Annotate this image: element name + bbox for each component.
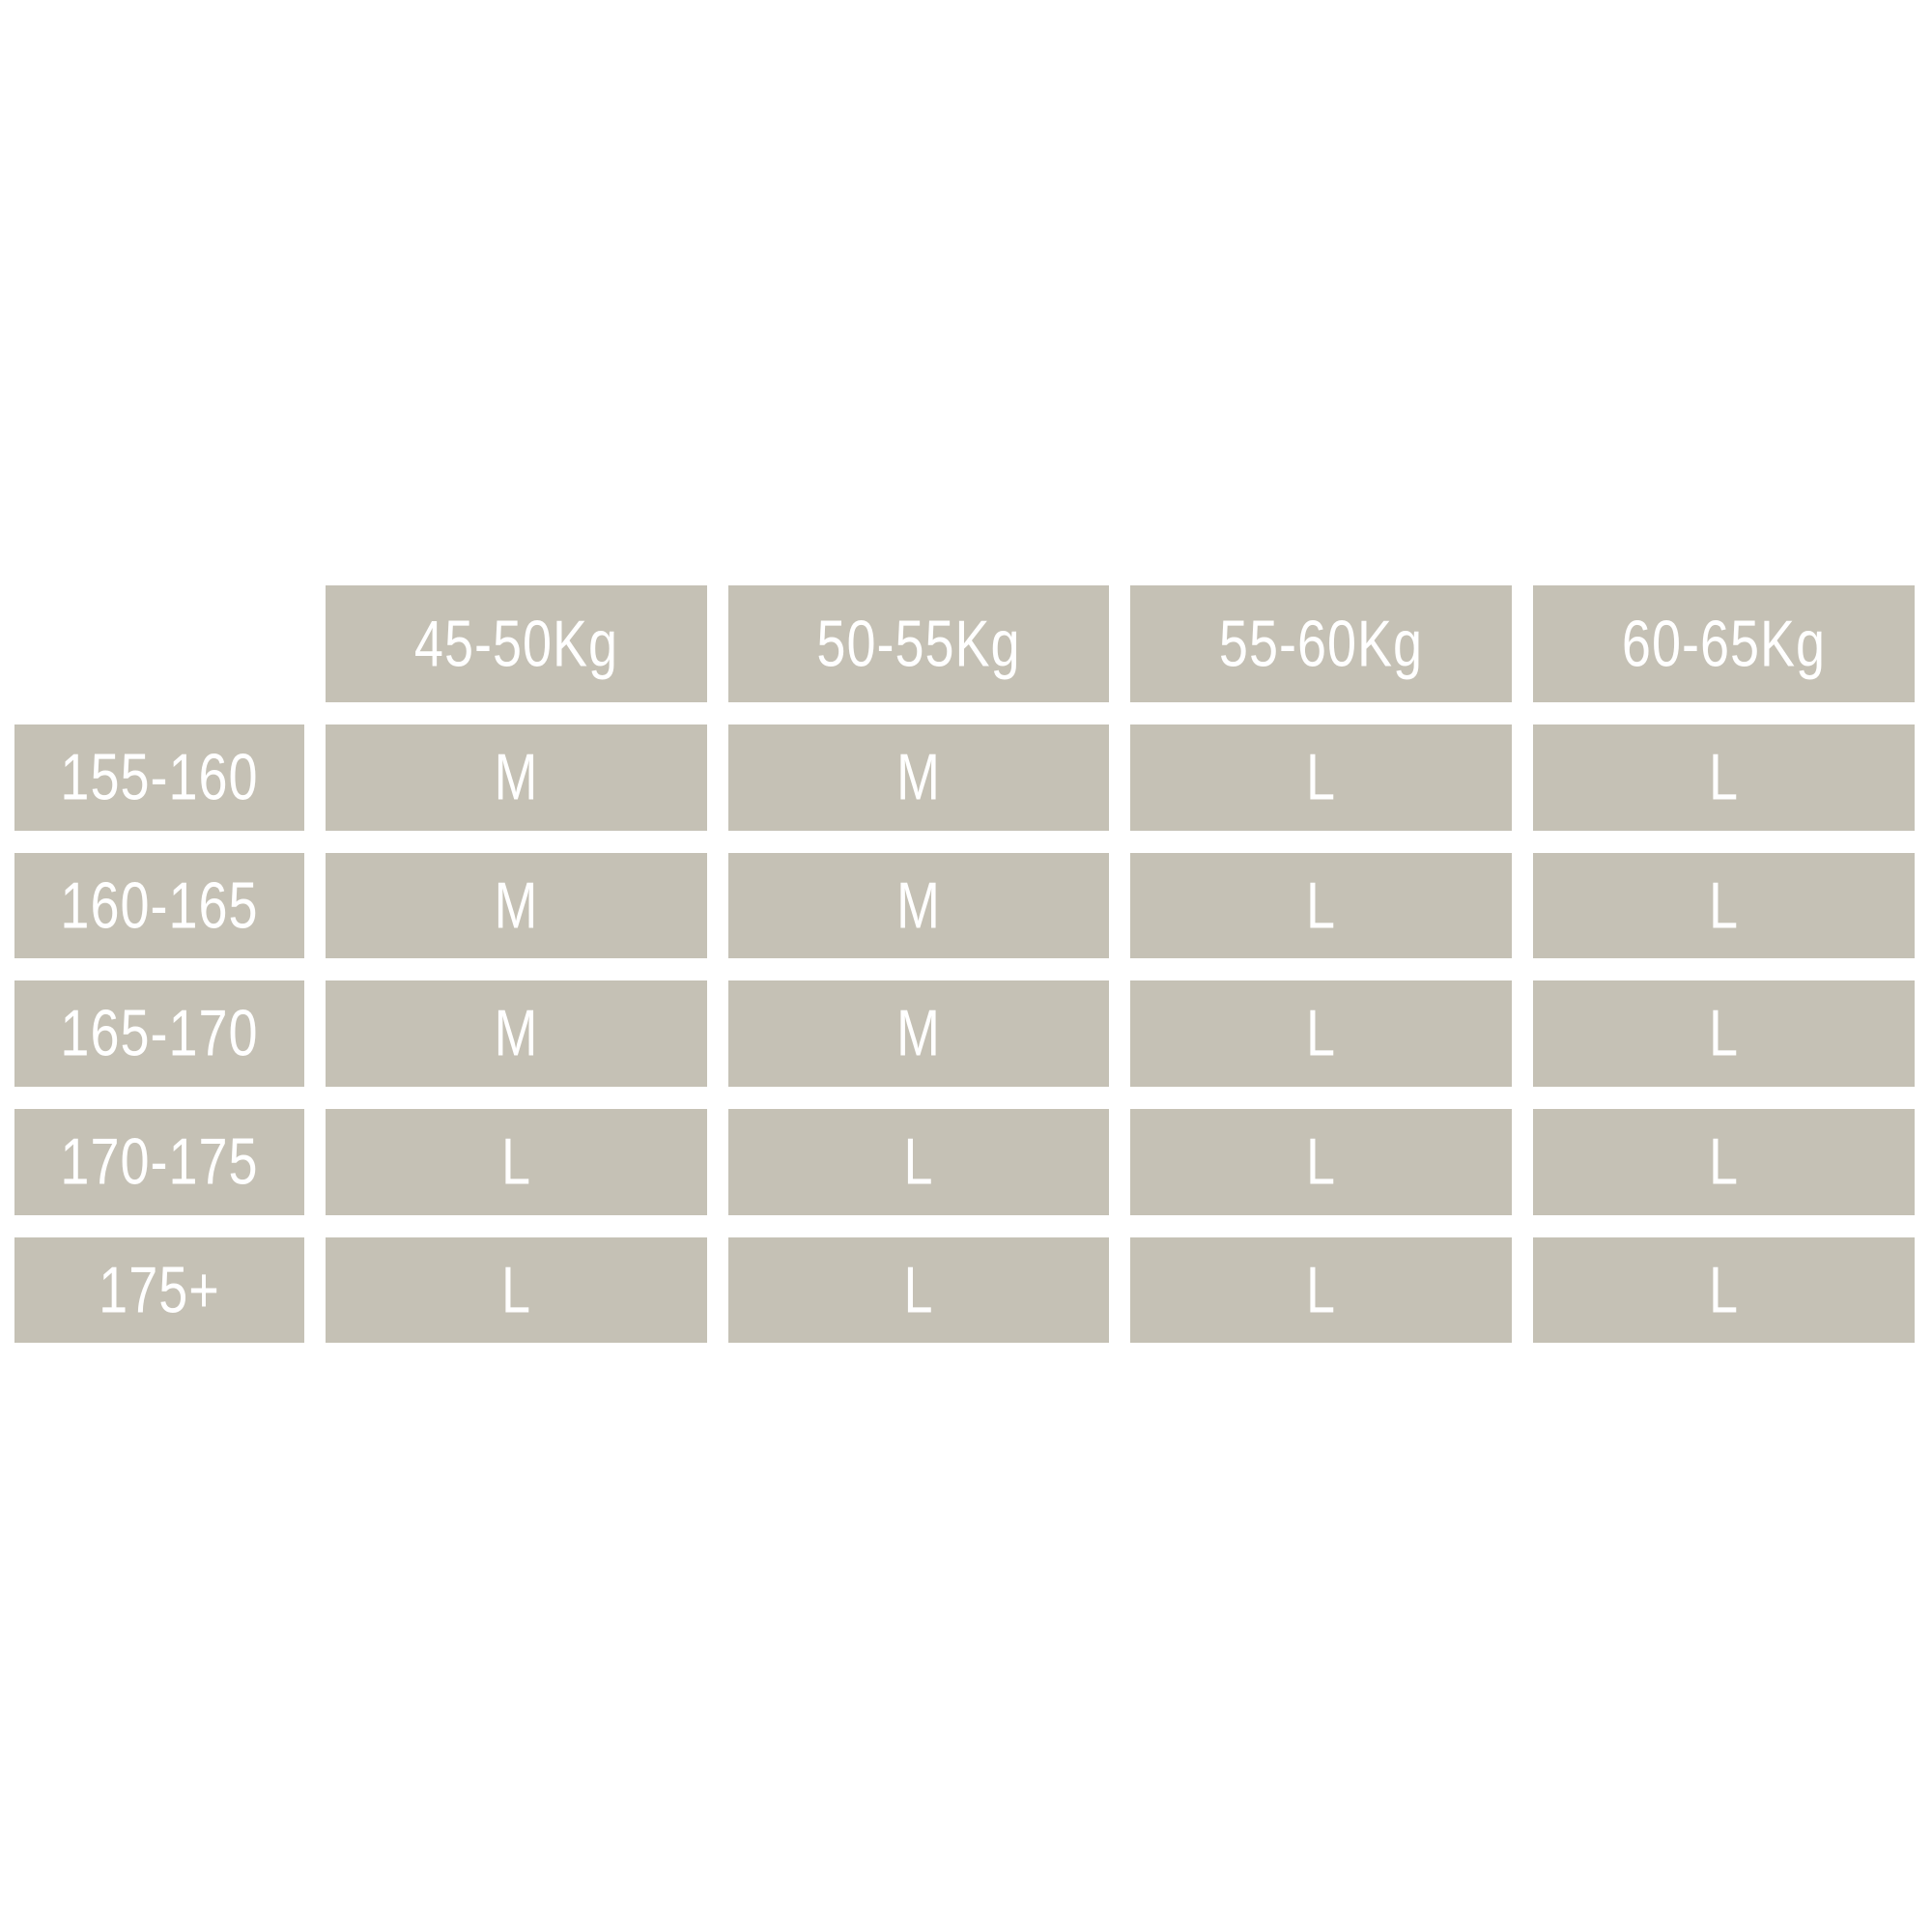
size-cell: M — [326, 853, 707, 958]
size-cell-text: L — [903, 1125, 934, 1199]
row-header-height-text: 160-165 — [60, 869, 259, 942]
size-cell: L — [1130, 980, 1512, 1087]
size-cell: L — [1130, 853, 1512, 958]
size-cell-text: L — [1305, 1254, 1337, 1326]
column-header-weight-text: 55-60Kg — [1218, 608, 1424, 680]
size-cell-text: M — [494, 869, 539, 942]
size-cell-text: L — [1708, 1254, 1740, 1326]
size-cell: L — [1533, 853, 1915, 958]
size-cell: L — [728, 1109, 1109, 1215]
column-header-weight: 60-65Kg — [1533, 585, 1915, 702]
row-header-height: 160-165 — [14, 853, 304, 958]
column-header-weight-text: 45-50Kg — [413, 608, 619, 680]
size-cell: M — [728, 980, 1109, 1087]
size-cell: M — [326, 724, 707, 831]
size-cell: M — [728, 724, 1109, 831]
size-cell-text: M — [494, 741, 539, 814]
row-header-height-text: 155-160 — [60, 741, 259, 814]
size-cell-text: L — [1305, 741, 1337, 814]
column-header-weight-text: 60-65Kg — [1621, 608, 1827, 680]
size-cell-text: L — [500, 1125, 532, 1199]
size-cell-text: M — [896, 997, 941, 1070]
size-cell-text: L — [500, 1254, 532, 1326]
size-cell-text: L — [1708, 869, 1740, 942]
size-cell: L — [1130, 1109, 1512, 1215]
size-cell: M — [728, 853, 1109, 958]
size-cell-text: L — [1708, 997, 1740, 1070]
column-header-weight: 45-50Kg — [326, 585, 707, 702]
size-cell-text: M — [494, 997, 539, 1070]
size-cell-text: M — [896, 741, 941, 814]
size-cell: M — [326, 980, 707, 1087]
size-cell-text: M — [896, 869, 941, 942]
size-cell-text: L — [903, 1254, 934, 1326]
size-cell: L — [1533, 1109, 1915, 1215]
size-cell-text: L — [1708, 1125, 1740, 1199]
size-cell: L — [1533, 724, 1915, 831]
size-cell-text: L — [1305, 869, 1337, 942]
size-cell-text: L — [1305, 997, 1337, 1070]
size-cell-text: L — [1708, 741, 1740, 814]
column-header-weight-text: 50-55Kg — [816, 608, 1021, 680]
size-cell: L — [1130, 724, 1512, 831]
row-header-height-text: 165-170 — [60, 997, 259, 1070]
row-header-height-text: 170-175 — [60, 1125, 259, 1199]
size-cell: L — [1533, 1237, 1915, 1343]
size-cell: L — [326, 1109, 707, 1215]
row-header-height: 170-175 — [14, 1109, 304, 1215]
size-cell: L — [728, 1237, 1109, 1343]
size-cell: L — [1130, 1237, 1512, 1343]
row-header-height: 175+ — [14, 1237, 304, 1343]
size-cell: L — [326, 1237, 707, 1343]
size-cell: L — [1533, 980, 1915, 1087]
row-header-height: 155-160 — [14, 724, 304, 831]
size-cell-text: L — [1305, 1125, 1337, 1199]
row-header-height-text: 175+ — [99, 1254, 220, 1326]
column-header-weight: 50-55Kg — [728, 585, 1109, 702]
row-header-height: 165-170 — [14, 980, 304, 1087]
column-header-weight: 55-60Kg — [1130, 585, 1512, 702]
